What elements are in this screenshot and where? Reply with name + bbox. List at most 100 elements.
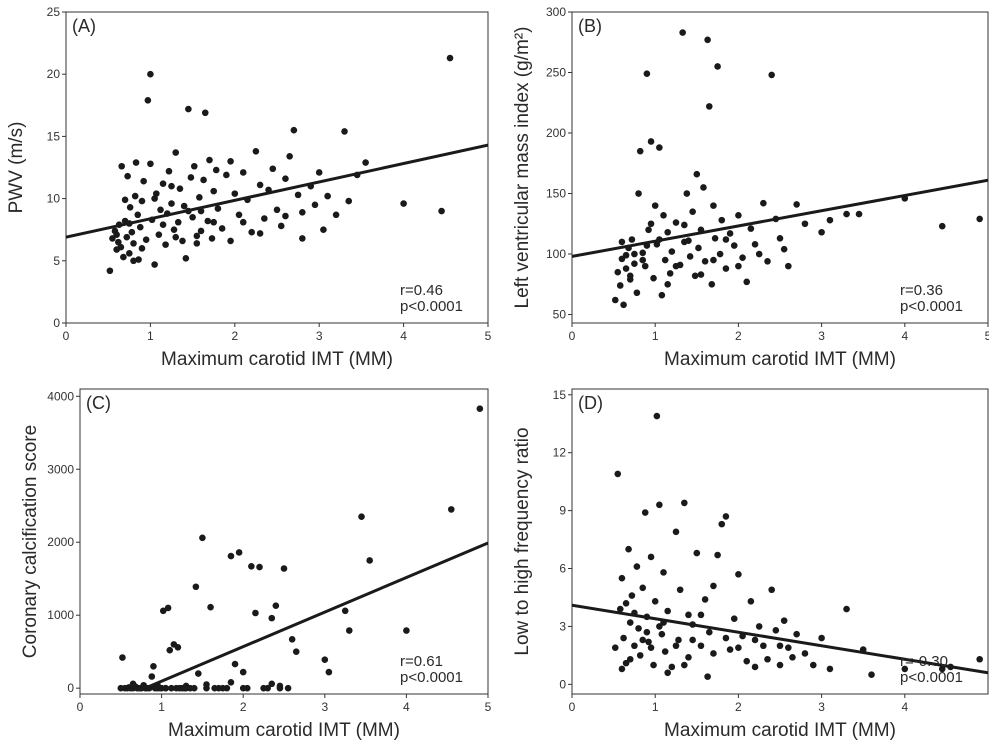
regression-line bbox=[144, 541, 488, 690]
data-point bbox=[693, 549, 701, 557]
data-point bbox=[747, 598, 755, 605]
data-point bbox=[159, 180, 167, 187]
data-point bbox=[187, 174, 195, 181]
data-point bbox=[223, 684, 231, 692]
panel-label: (B) bbox=[578, 16, 602, 36]
data-point bbox=[239, 218, 247, 226]
data-point bbox=[159, 221, 167, 229]
data-point bbox=[743, 278, 751, 286]
data-point bbox=[651, 202, 659, 209]
data-point bbox=[142, 236, 150, 243]
data-point bbox=[214, 205, 222, 212]
data-point bbox=[140, 177, 147, 185]
data-point bbox=[976, 655, 983, 663]
data-point bbox=[341, 607, 349, 615]
data-point bbox=[280, 565, 288, 572]
p-value-label: p<0.0001 bbox=[900, 298, 963, 315]
y-tick-label: 3000 bbox=[47, 462, 74, 476]
data-point bbox=[164, 604, 172, 612]
p-value-label: p<0.0001 bbox=[900, 669, 963, 686]
data-point bbox=[747, 225, 755, 232]
data-point bbox=[631, 250, 638, 258]
data-point bbox=[189, 213, 196, 221]
data-point bbox=[653, 412, 661, 420]
data-point bbox=[210, 187, 217, 195]
data-point bbox=[203, 681, 210, 688]
data-point bbox=[768, 586, 775, 594]
y-tick-label: 50 bbox=[553, 308, 567, 322]
data-point bbox=[710, 202, 717, 209]
data-point bbox=[691, 272, 699, 280]
data-point bbox=[239, 684, 247, 692]
data-point bbox=[647, 553, 655, 561]
y-tick-label: 0 bbox=[53, 316, 60, 330]
data-point bbox=[628, 236, 636, 243]
scatter-panel: 0 1 2 3 4 5 0 1000 2000 3000 4000 (C) r=0.61p<0.0001… bbox=[20, 388, 492, 741]
data-point bbox=[321, 656, 329, 664]
data-point bbox=[656, 501, 663, 509]
data-point bbox=[751, 241, 759, 248]
data-point bbox=[294, 191, 302, 199]
data-point bbox=[660, 211, 667, 219]
data-point bbox=[144, 97, 152, 104]
data-point bbox=[193, 232, 201, 240]
data-point bbox=[726, 230, 734, 237]
data-point bbox=[193, 240, 201, 247]
data-point bbox=[658, 630, 666, 638]
data-point bbox=[755, 250, 763, 258]
p-value-label: p<0.0001 bbox=[400, 298, 463, 315]
data-point bbox=[179, 237, 186, 245]
data-point bbox=[633, 563, 641, 570]
data-point bbox=[614, 268, 622, 276]
data-point bbox=[668, 663, 676, 671]
data-point bbox=[639, 256, 647, 264]
y-tick-label: 5 bbox=[53, 254, 60, 268]
data-point bbox=[626, 655, 634, 663]
data-point bbox=[324, 192, 331, 200]
y-axis-label: Low to high frequency ratio bbox=[512, 427, 533, 655]
data-point bbox=[129, 680, 137, 688]
data-point bbox=[190, 162, 198, 170]
data-point bbox=[755, 623, 763, 630]
data-point bbox=[182, 682, 190, 690]
x-tick-label: 5 bbox=[485, 700, 492, 714]
data-point bbox=[320, 226, 327, 233]
data-point bbox=[239, 668, 247, 676]
y-tick-label: 300 bbox=[546, 5, 566, 19]
x-tick-label: 3 bbox=[321, 700, 328, 714]
data-point bbox=[256, 230, 264, 237]
data-point bbox=[180, 202, 188, 210]
points-group bbox=[611, 29, 983, 309]
data-point bbox=[776, 234, 784, 242]
data-point bbox=[700, 184, 707, 191]
data-point bbox=[162, 684, 169, 692]
data-point bbox=[631, 260, 638, 268]
data-point bbox=[272, 602, 280, 610]
data-point bbox=[200, 176, 207, 184]
x-tick-label: 1 bbox=[652, 700, 659, 714]
data-point bbox=[776, 642, 784, 650]
data-point bbox=[722, 236, 730, 243]
data-point bbox=[622, 251, 630, 259]
y-tick-label: 100 bbox=[546, 247, 566, 261]
data-point bbox=[292, 648, 300, 655]
data-point bbox=[641, 262, 649, 270]
data-point bbox=[672, 528, 680, 536]
data-point bbox=[976, 215, 983, 223]
data-point bbox=[476, 405, 484, 413]
data-point bbox=[239, 169, 247, 176]
data-point bbox=[121, 196, 129, 204]
data-point bbox=[168, 182, 175, 190]
y-tick-label: 9 bbox=[559, 504, 566, 518]
x-tick-label: 4 bbox=[901, 700, 908, 714]
data-point bbox=[636, 147, 644, 155]
data-point bbox=[751, 636, 759, 644]
regression-line bbox=[572, 178, 988, 258]
data-point bbox=[248, 563, 255, 570]
data-point bbox=[159, 607, 167, 615]
data-point bbox=[641, 509, 649, 516]
data-point bbox=[115, 238, 122, 246]
data-point bbox=[136, 223, 144, 231]
data-point bbox=[622, 659, 630, 667]
